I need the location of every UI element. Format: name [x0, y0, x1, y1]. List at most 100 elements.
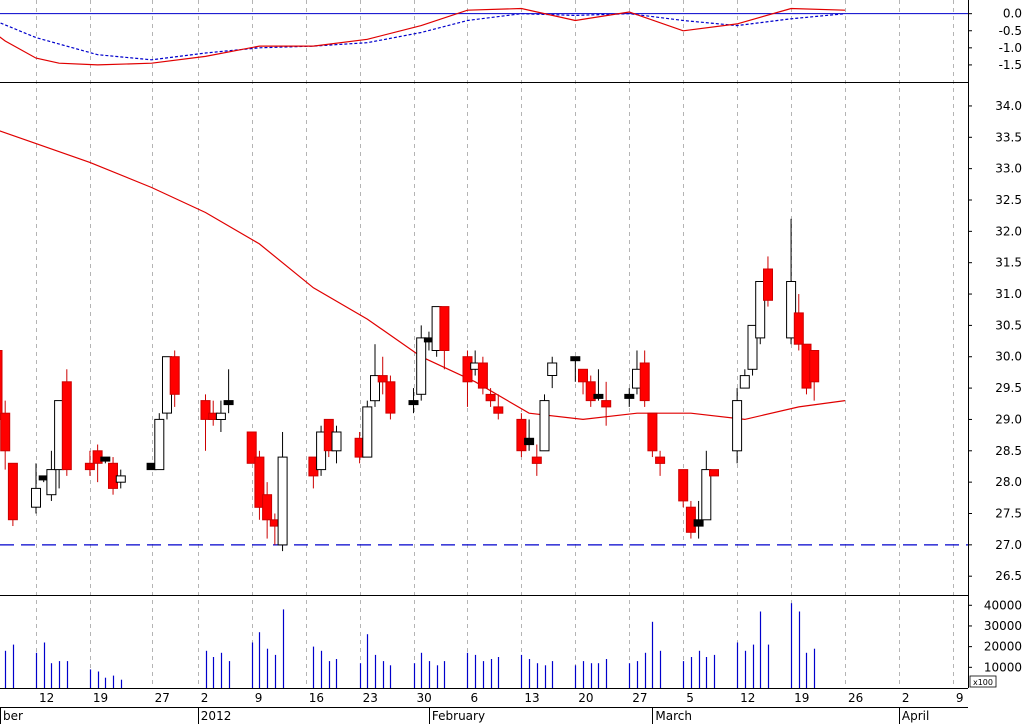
y-tick-label: 30.0: [995, 350, 1022, 364]
volume-unit-label: x100: [973, 678, 993, 687]
candlestick: [31, 463, 41, 514]
y-tick-label: 28.0: [995, 475, 1022, 489]
candlestick: [732, 388, 743, 464]
candle-body: [624, 393, 635, 399]
candle-body: [84, 462, 95, 471]
candlestick: [385, 375, 396, 420]
candle-body: [215, 412, 226, 421]
candlestick: [277, 431, 288, 552]
y-tick-label: 31.5: [995, 256, 1022, 270]
x-tick-label: 16: [309, 691, 324, 705]
y-tick-label: 27.0: [995, 538, 1022, 552]
candlestick: [786, 218, 797, 345]
macd-signal-line: [0, 13, 846, 61]
period-label: 2012: [201, 709, 232, 723]
x-tick-label: 9: [956, 691, 964, 705]
candlestick: [739, 369, 750, 389]
macd-panel: [0, 7, 968, 66]
x-tick-label: 19: [794, 691, 809, 705]
x-tick-label: 30: [417, 691, 432, 705]
candlestick: [585, 375, 596, 407]
candlestick: [747, 324, 758, 376]
candlestick: [200, 394, 211, 451]
candle-body: [262, 494, 273, 521]
candlestick: [701, 450, 712, 521]
candlestick: [0, 400, 11, 470]
candlestick: [678, 469, 689, 508]
candle-body: [786, 281, 797, 339]
candle-body: [524, 437, 535, 446]
x-tick-label: 5: [686, 691, 694, 705]
candle-body: [0, 412, 11, 452]
candlestick: [539, 394, 550, 452]
period-label: ber: [3, 709, 23, 723]
candle-body: [709, 469, 719, 477]
candle-body: [485, 393, 496, 402]
candlestick: [570, 356, 581, 382]
candle-body: [793, 312, 804, 345]
candle-body: [655, 456, 666, 464]
candlestick: [331, 425, 342, 464]
y-tick-label: 10000: [984, 660, 1022, 674]
x-tick-label: 2: [201, 691, 209, 705]
y-tick-label: 29.0: [995, 412, 1022, 426]
candle-body: [570, 356, 581, 362]
y-tick-label: 30.5: [995, 318, 1022, 332]
y-tick-label: 33.0: [995, 162, 1022, 176]
x-tick-label: 27: [155, 691, 170, 705]
volume-unit-box: [969, 675, 997, 688]
candle-body: [46, 469, 57, 496]
candlestick: [100, 456, 111, 464]
y-tick-label: 29.5: [995, 381, 1022, 395]
candle-body: [31, 487, 41, 508]
candle-body: [601, 400, 612, 408]
x-tick-label: 12: [740, 691, 755, 705]
candlestick: [531, 444, 542, 476]
candle-body: [331, 431, 342, 452]
volume-panel: [4, 603, 816, 688]
candle-body: [493, 406, 504, 414]
candlestick: [246, 431, 257, 464]
y-tick-label: 33.5: [995, 130, 1022, 144]
candle-body: [169, 356, 180, 395]
x-tick-label: 27: [632, 691, 647, 705]
candle-body: [593, 393, 604, 399]
candlestick: [516, 413, 527, 458]
candle-body: [539, 400, 550, 452]
y-tick-label: 28.5: [995, 444, 1022, 458]
candle-body: [578, 368, 588, 383]
y-tick-label: -0.5: [999, 24, 1022, 38]
candle-body: [739, 375, 750, 389]
candlestick: [709, 469, 719, 477]
y-tick-label: -1.5: [999, 58, 1022, 72]
y-tick-label: 0.0: [1003, 7, 1022, 21]
candle-body: [516, 418, 527, 452]
candlestick: [84, 450, 95, 476]
candle-body: [763, 268, 773, 301]
candlestick: [693, 500, 704, 539]
y-tick-label: 27.5: [995, 507, 1022, 521]
x-tick-label: 19: [93, 691, 108, 705]
y-axis: 0.0 -0.5 -1.0 -1.5 34.0 33.5 33.0 32.5 32.0 31.5 3…: [968, 7, 1022, 688]
candle-body: [531, 456, 542, 464]
candlestick: [763, 256, 773, 307]
candlestick: [115, 469, 126, 489]
candlestick: [0, 350, 3, 420]
period-label: March: [655, 709, 692, 723]
x-tick-label: 9: [255, 691, 263, 705]
candle-body: [678, 469, 689, 502]
candle-body: [385, 381, 396, 414]
candlestick: [655, 450, 666, 476]
candlestick: [370, 344, 380, 407]
candlestick: [169, 350, 180, 407]
x-tick-label: 2: [902, 691, 910, 705]
y-tick-label: -1.0: [999, 41, 1022, 55]
x-axis: 12 19 27 2 9 16 23 30 6 13 20 27 5 12 19 26 2 9 ber 2012 Feb…: [0, 691, 968, 724]
y-tick-label: 40000: [984, 598, 1022, 612]
y-tick-label: 32.5: [995, 193, 1022, 207]
period-label: April: [902, 709, 929, 723]
candlestick: [601, 381, 612, 426]
x-tick-label: 20: [578, 691, 593, 705]
